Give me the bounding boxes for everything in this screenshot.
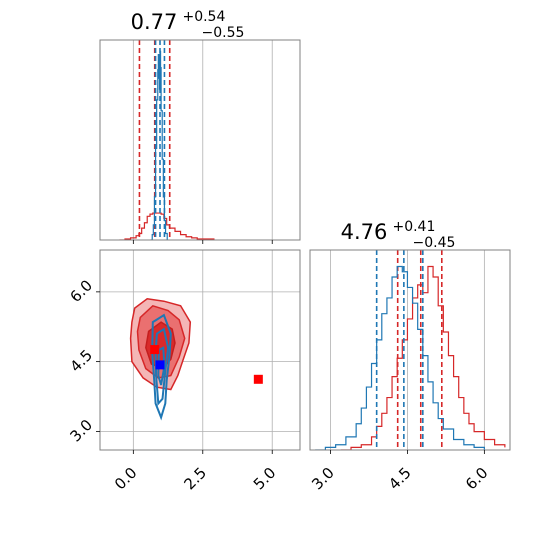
x-tick-label: 2.5 [180, 464, 210, 494]
blue-contour-outer [151, 313, 172, 421]
marginal-panel-param-1: 0.77 +0.54 −0.55 [99, 9, 301, 244]
joint-panel: 3.0 4.5 6.0 0.0 2.5 5.0 [66, 249, 301, 494]
blue-contour-inner [157, 346, 166, 386]
y-tick-label: 3.0 [66, 416, 96, 446]
param-1-title: 0.77 +0.54 [131, 9, 226, 34]
param-2-median: 4.76 [341, 220, 388, 244]
x-tick-label: 6.0 [462, 464, 492, 494]
param-1-upper-err: +0.54 [182, 9, 225, 25]
x-tick-label: 5.0 [250, 464, 280, 494]
x-tick-label: 0.0 [111, 464, 141, 494]
param-1-median: 0.77 [131, 10, 178, 34]
y-tick-label: 6.0 [66, 276, 96, 306]
param-2-title: 4.76 +0.41 [341, 219, 436, 244]
point-marker [150, 345, 160, 355]
histogram-step [119, 212, 215, 240]
point-marker [155, 360, 165, 370]
marginal-panel-param-2: 3.0 4.5 6.0 4.76 +0.41 −0.45 [308, 219, 511, 494]
histogram-step [315, 265, 485, 450]
marginal-panel-frame [309, 249, 511, 451]
marginal-panel-frame [99, 39, 301, 241]
param-2-upper-err: +0.41 [392, 219, 435, 235]
y-tick-label: 4.5 [66, 346, 96, 376]
x-tick-label: 3.0 [308, 464, 338, 494]
joint-panel-frame [99, 249, 301, 451]
blue-contour-mid [154, 327, 170, 406]
point-marker [253, 374, 263, 384]
x-tick-label: 4.5 [385, 464, 415, 494]
param-1-lower-err: −0.55 [202, 25, 245, 41]
param-2-lower-err: −0.45 [413, 235, 456, 251]
